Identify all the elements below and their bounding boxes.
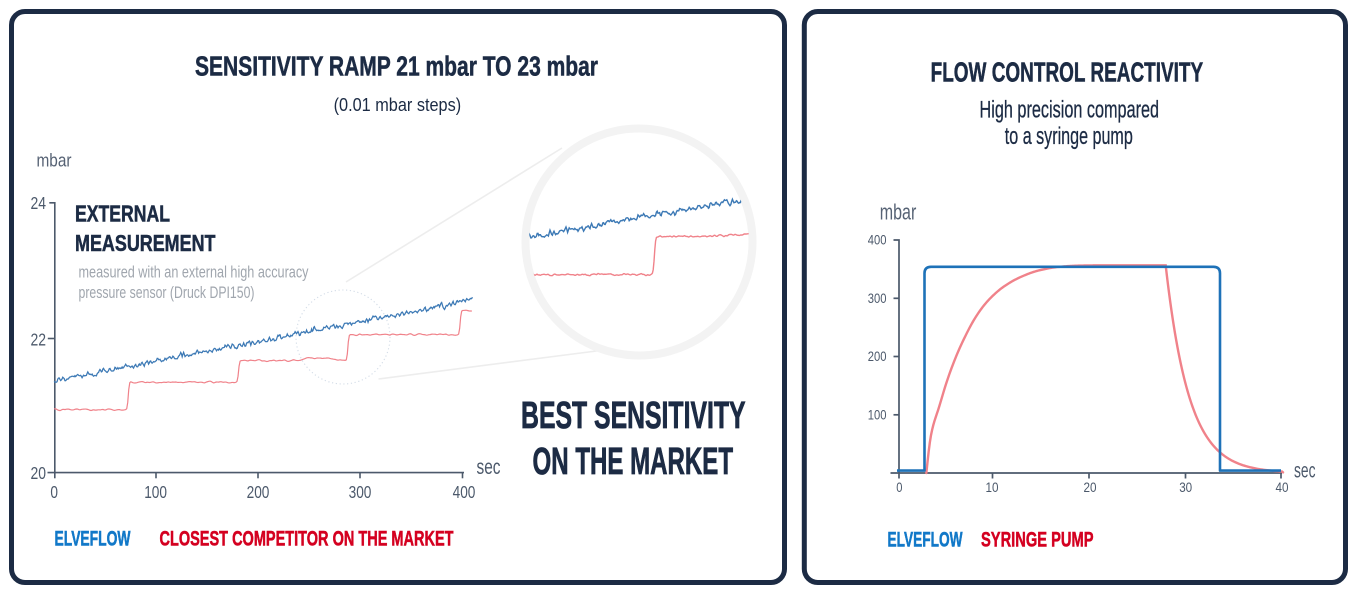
svg-text:10: 10	[986, 479, 999, 495]
svg-text:to a syringe pump: to a syringe pump	[1005, 123, 1133, 150]
svg-text:SYRINGE PUMP: SYRINGE PUMP	[981, 528, 1094, 552]
svg-text:sec: sec	[1294, 460, 1316, 483]
svg-text:sec: sec	[477, 456, 501, 479]
svg-text:400: 400	[453, 482, 476, 502]
svg-text:ELVEFLOW: ELVEFLOW	[55, 527, 131, 551]
svg-text:20: 20	[31, 463, 47, 483]
svg-text:SENSITIVITY RAMP 21 mbar TO 23: SENSITIVITY RAMP 21 mbar TO 23 mbar	[195, 51, 598, 82]
svg-text:mbar: mbar	[880, 200, 917, 225]
svg-text:High precision compared: High precision compared	[980, 97, 1160, 124]
svg-text:400: 400	[868, 232, 887, 248]
svg-text:0: 0	[50, 482, 58, 502]
svg-text:0: 0	[896, 479, 902, 495]
svg-text:24: 24	[31, 193, 47, 213]
svg-text:200: 200	[868, 348, 887, 364]
svg-text:CLOSEST COMPETITOR ON THE MARK: CLOSEST COMPETITOR ON THE MARKET	[160, 527, 454, 551]
svg-text:mbar: mbar	[37, 150, 72, 171]
svg-text:ELVEFLOW: ELVEFLOW	[888, 528, 963, 552]
svg-text:100: 100	[144, 482, 167, 502]
svg-text:30: 30	[1179, 479, 1192, 495]
svg-text:200: 200	[247, 482, 270, 502]
svg-text:BEST SENSITIVITY: BEST SENSITIVITY	[521, 395, 746, 437]
svg-text:EXTERNAL: EXTERNAL	[75, 201, 170, 227]
svg-text:measured with an external high: measured with an external high accuracy	[79, 264, 310, 282]
svg-text:MEASUREMENT: MEASUREMENT	[75, 230, 216, 256]
svg-text:ON THE MARKET: ON THE MARKET	[533, 441, 734, 483]
svg-text:FLOW CONTROL REACTIVITY: FLOW CONTROL REACTIVITY	[931, 56, 1204, 87]
svg-text:300: 300	[868, 290, 887, 306]
svg-text:40: 40	[1276, 479, 1289, 495]
svg-text:(0.01 mbar steps): (0.01 mbar steps)	[334, 95, 462, 115]
svg-text:300: 300	[349, 482, 372, 502]
svg-text:22: 22	[31, 329, 47, 349]
svg-text:pressure sensor (Druck DPI150): pressure sensor (Druck DPI150)	[79, 284, 255, 302]
svg-text:100: 100	[868, 406, 887, 422]
svg-text:20: 20	[1084, 479, 1097, 495]
